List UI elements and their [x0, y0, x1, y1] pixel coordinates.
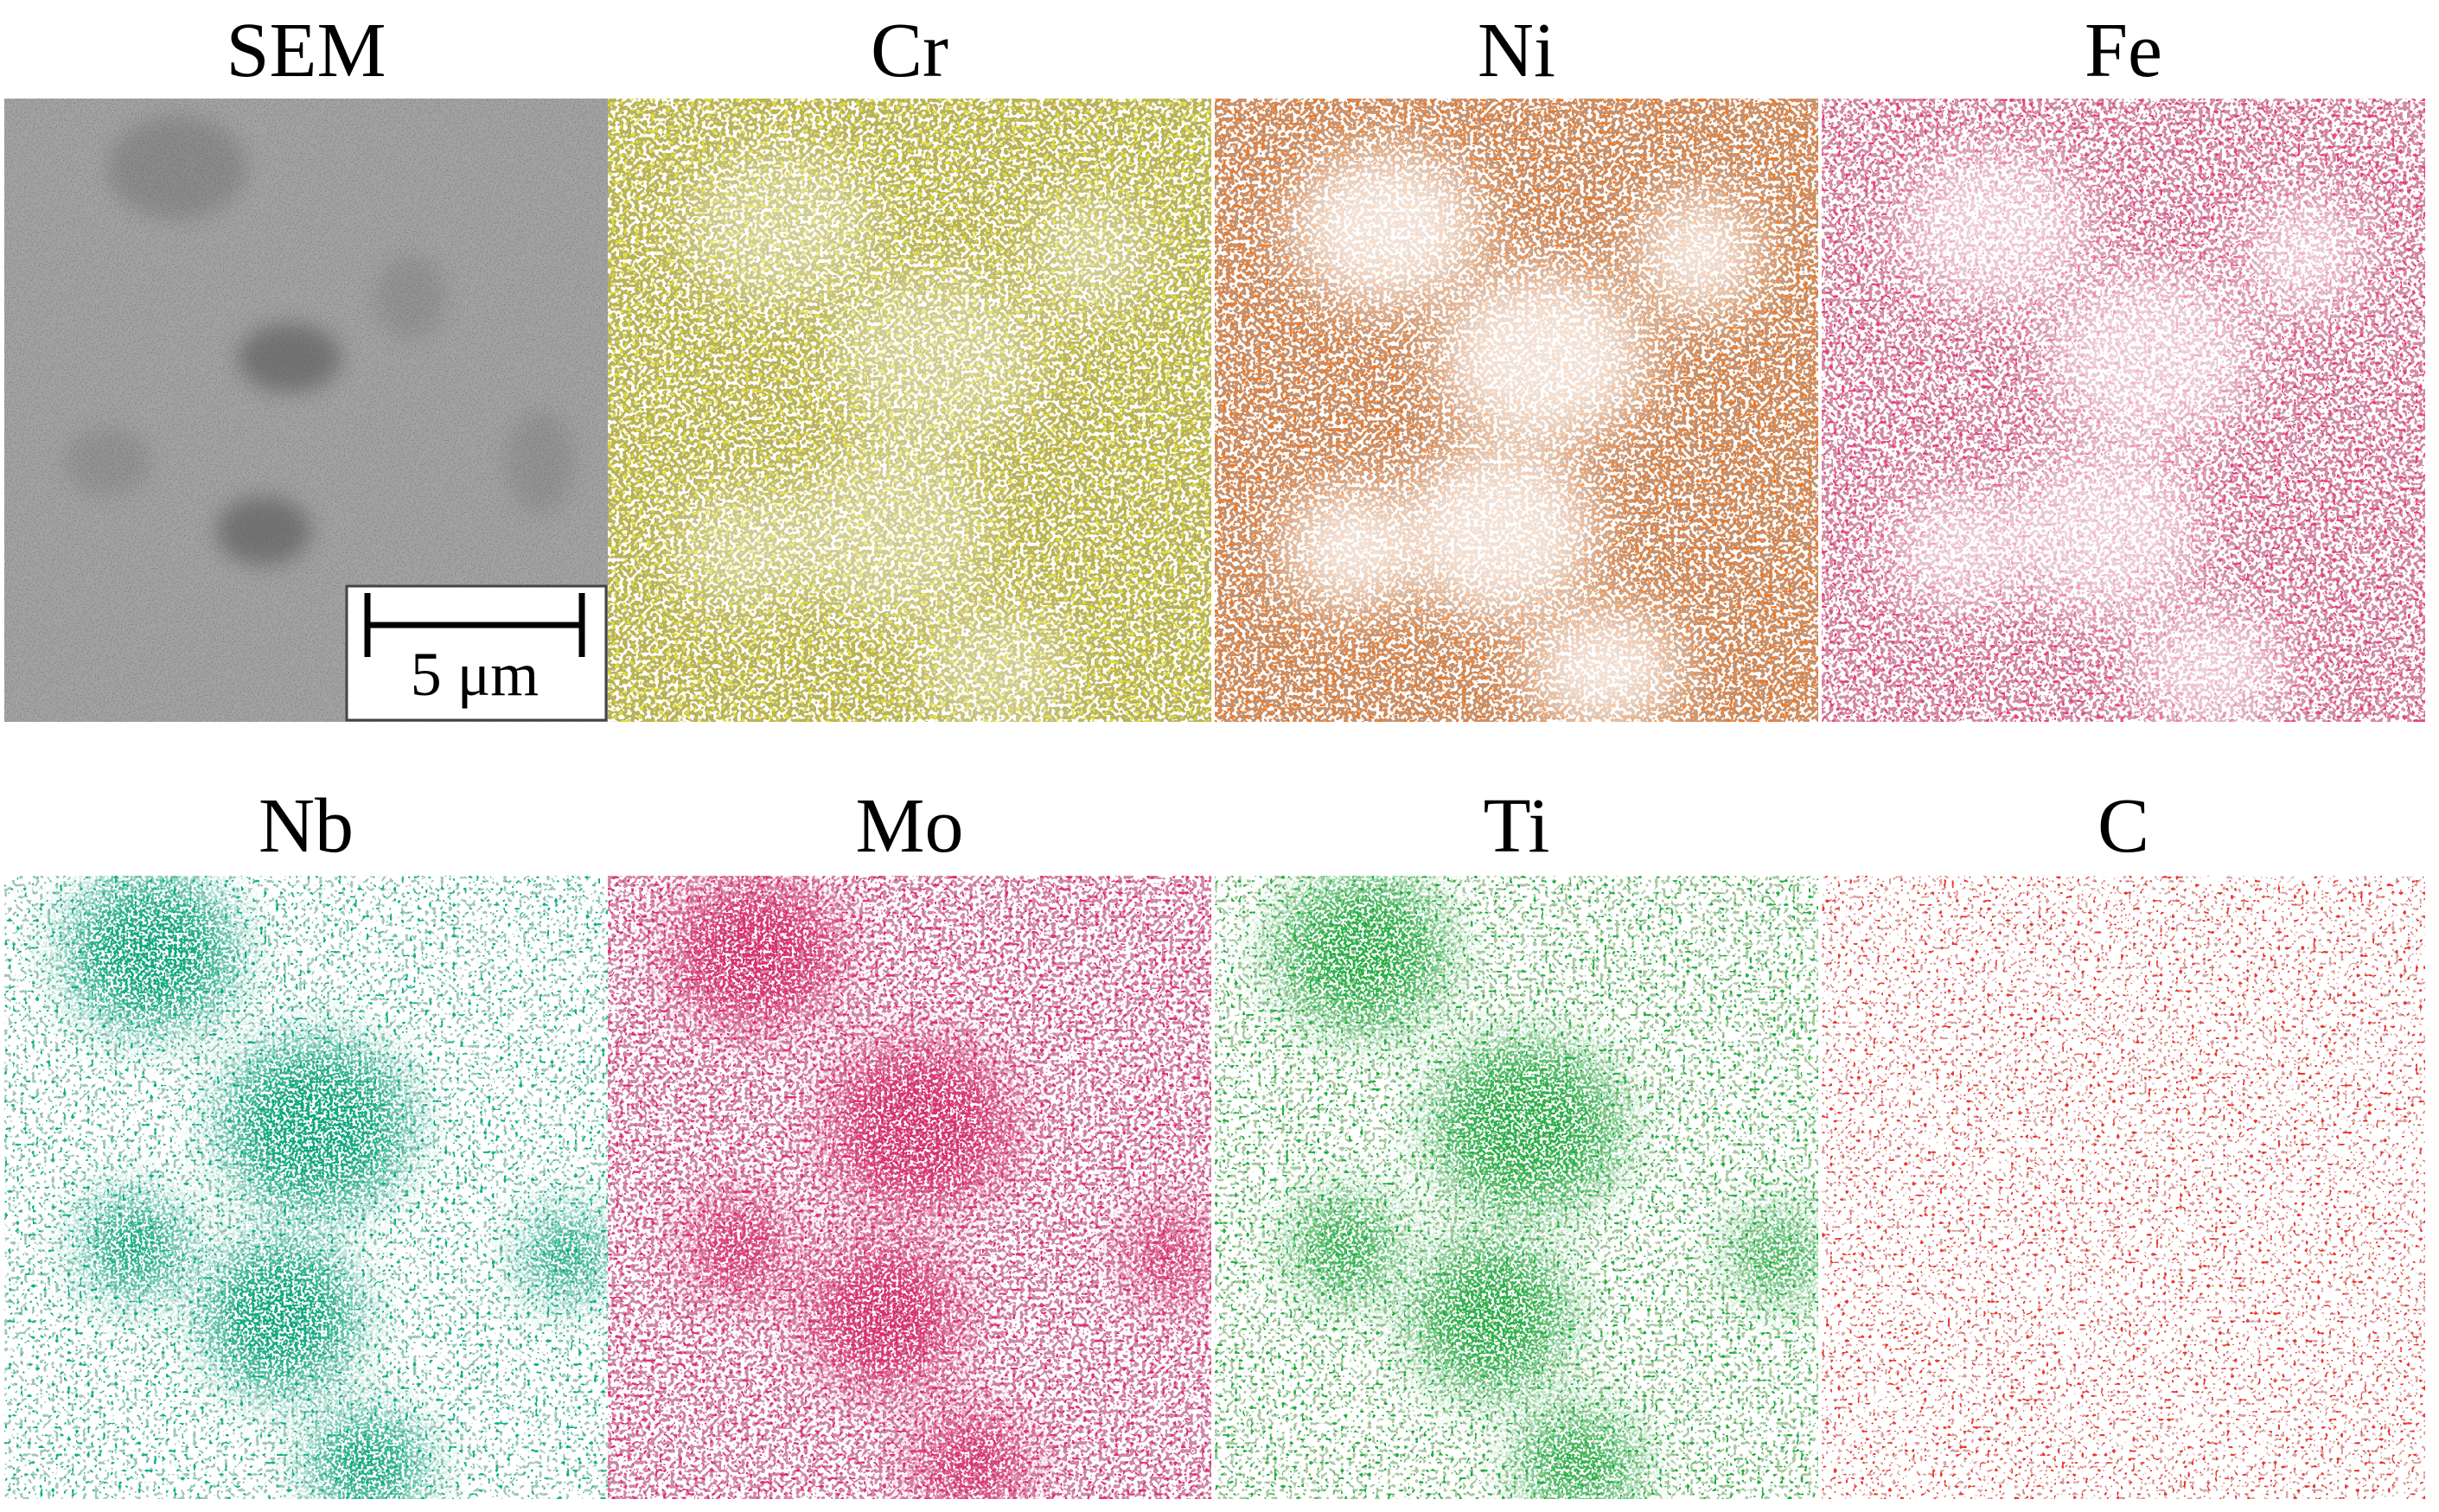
depletion-zone	[798, 444, 988, 617]
depletion-zone	[1899, 150, 2090, 306]
panel-label: Fe	[2085, 8, 2162, 93]
panel-label: Cr	[871, 8, 948, 93]
map-panel	[1822, 99, 2425, 722]
enriched-zone	[4, 876, 608, 1499]
map-panel	[4, 876, 608, 1499]
depletion-zone	[919, 609, 1075, 722]
depletion-zone	[2133, 609, 2289, 722]
sem-feature	[216, 496, 311, 565]
depletion-zone	[686, 150, 876, 306]
map-panel	[1215, 99, 1818, 722]
scale-bar-box	[345, 584, 608, 722]
depletion-zone	[1293, 150, 1483, 306]
scale-bar-label: 5 μm	[411, 640, 540, 709]
depletion-zone	[2046, 271, 2254, 444]
depletion-zone	[1284, 488, 1422, 609]
sem-feature	[65, 427, 151, 496]
panel-label: Nb	[259, 783, 354, 869]
depletion-zone	[1440, 271, 1647, 444]
depletion-zone	[833, 271, 1040, 444]
map-panel	[608, 876, 1211, 1499]
enriched-zone	[1215, 876, 1818, 1499]
depletion-zone	[1891, 488, 2029, 609]
depletion-zone	[2245, 194, 2366, 315]
sem-feature	[376, 254, 445, 341]
depletion-zone	[2012, 444, 2202, 617]
sem-feature	[108, 116, 246, 220]
sem-feature	[238, 323, 342, 392]
scale-bar: 5 μm	[345, 584, 608, 722]
map-panel: 5 μm	[4, 99, 608, 722]
sem-feature	[506, 410, 575, 514]
panel-label: SEM	[226, 8, 386, 93]
depletion-zone	[1638, 194, 1759, 315]
map-panel	[1822, 876, 2425, 1499]
panel-label: C	[2097, 783, 2149, 869]
map-panel	[608, 99, 1211, 722]
panel-label: Mo	[855, 783, 963, 869]
depletion-zone	[1405, 444, 1595, 617]
depletion-zone	[677, 488, 815, 609]
depletion-zone	[1526, 609, 1682, 722]
enriched-zone	[608, 876, 1211, 1499]
map-panel	[1215, 876, 1818, 1499]
depletion-zone	[1031, 194, 1152, 315]
panel-label: Ti	[1484, 783, 1550, 869]
element-signal-strong	[1822, 876, 2425, 1499]
panel-label: Ni	[1478, 8, 1555, 93]
